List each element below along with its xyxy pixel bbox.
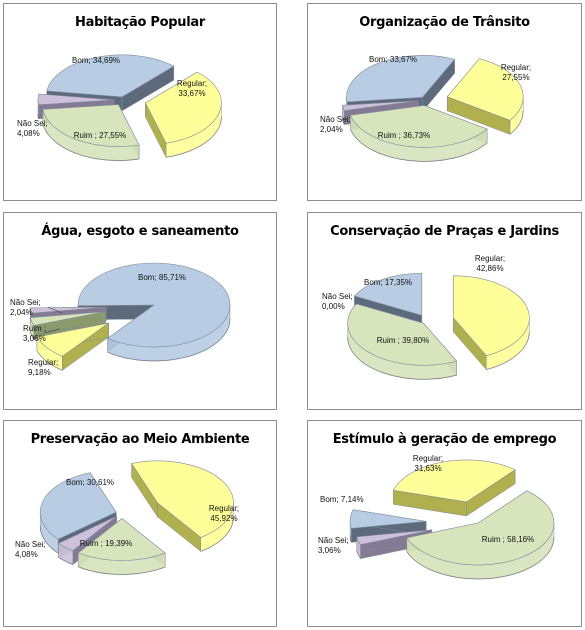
data-label-nao-sei: Não Sei; 0,00% (322, 292, 353, 311)
data-label-ruim: Ruim ; 3,06% (23, 324, 46, 343)
chart-title: Conservação de Praças e Jardins (330, 224, 559, 239)
chart-panel-emprego: Estímulo à geração de emprego Ruim ; 58,1… (307, 420, 582, 627)
data-label-bom: Bom; 34,69% (72, 56, 120, 65)
pie-chart: Habitação Popular Regular; 33,67% Ruim ; 27… (17, 15, 222, 162)
chart-title: Preservação ao Meio Ambiente (31, 432, 250, 447)
pie-slice-regular (446, 58, 524, 135)
data-label-ruim: Ruim ; 27,55% (74, 131, 126, 140)
data-label-bom: Bom; 33,67% (369, 55, 417, 64)
chart-panel-habitacao: Habitação Popular Regular; 33,67% Ruim ; 27… (3, 3, 277, 201)
data-label-ruim: Ruim ; 36,73% (378, 131, 430, 140)
chart-title: Estímulo à geração de emprego (333, 432, 557, 447)
data-label-nao-sei: Não Sei; 2,04% (10, 298, 41, 317)
pie-slice-ruim (349, 105, 488, 162)
chart-panel-pracas: Conservação de Praças e Jardins Regular; 4… (307, 212, 582, 410)
pie-chart: Organização de Trânsito Regular; 27,55% Rui… (320, 15, 531, 162)
chart-title: Habitação Popular (75, 15, 206, 30)
data-label-ruim: Ruim ; 58,16% (482, 535, 534, 544)
data-label-bom: Bom; 7,14% (320, 495, 364, 504)
data-label-regular: Regular; 42,86% (475, 254, 505, 273)
data-label-regular: Regular; 27,55% (501, 63, 531, 82)
pie-slice-ruim (406, 490, 555, 580)
pie-slice-regular (392, 459, 516, 517)
pie-chart: Água, esgoto e saneamento Bom; 85,71% Regu… (10, 223, 239, 377)
data-label-nao-sei: Não Sei; 3,06% (318, 536, 349, 555)
chart-panel-transito: Organização de Trânsito Regular; 27,55% Rui… (307, 3, 582, 201)
chart-title: Água, esgoto e saneamento (41, 223, 239, 239)
data-label-ruim: Ruim ; 39,80% (377, 336, 429, 345)
data-label-bom: Bom; 85,71% (138, 273, 186, 282)
pie-chart: Conservação de Praças e Jardins Regular; 4… (322, 224, 560, 380)
pie-slice-ruim (29, 311, 106, 341)
data-label-regular: Regular; 33,67% (177, 79, 207, 98)
chart-title: Organização de Trânsito (359, 15, 530, 30)
data-label-regular: Regular; 45,92% (209, 504, 239, 523)
data-label-nao-sei: Não Sei; 4,08% (15, 540, 46, 559)
pie-slice-regular (144, 71, 222, 158)
pie-slice-ruim (77, 517, 166, 575)
pie-chart: Preservação ao Meio Ambiente Regular; 45,9… (15, 432, 250, 575)
pie-slice-ruim (42, 104, 140, 162)
pie-chart: Estímulo à geração de emprego Ruim ; 58,1… (318, 432, 557, 580)
data-label-bom: Bom; 17,35% (364, 278, 412, 287)
data-label-nao-sei: Não Sei; 4,08% (17, 119, 48, 138)
pie-slice-regular (453, 275, 530, 371)
pie-slice-ruim (347, 303, 458, 380)
data-label-ruim: Ruim ; 19,39% (80, 539, 132, 548)
chart-panel-agua: Água, esgoto e saneamento Bom; 85,71% Regu… (3, 212, 277, 410)
data-label-nao-sei: Não Sei; 2,04% (320, 115, 351, 134)
data-label-bom: Bom; 30,61% (66, 478, 114, 487)
data-label-regular: Regular; 9,18% (28, 358, 58, 377)
pie-slice-regular (131, 460, 235, 552)
chart-panel-meio-ambiente: Preservação ao Meio Ambiente Regular; 45,9… (3, 420, 277, 627)
data-label-regular: Regular; 31,63% (413, 454, 443, 473)
pie-slice-regular (36, 322, 109, 371)
